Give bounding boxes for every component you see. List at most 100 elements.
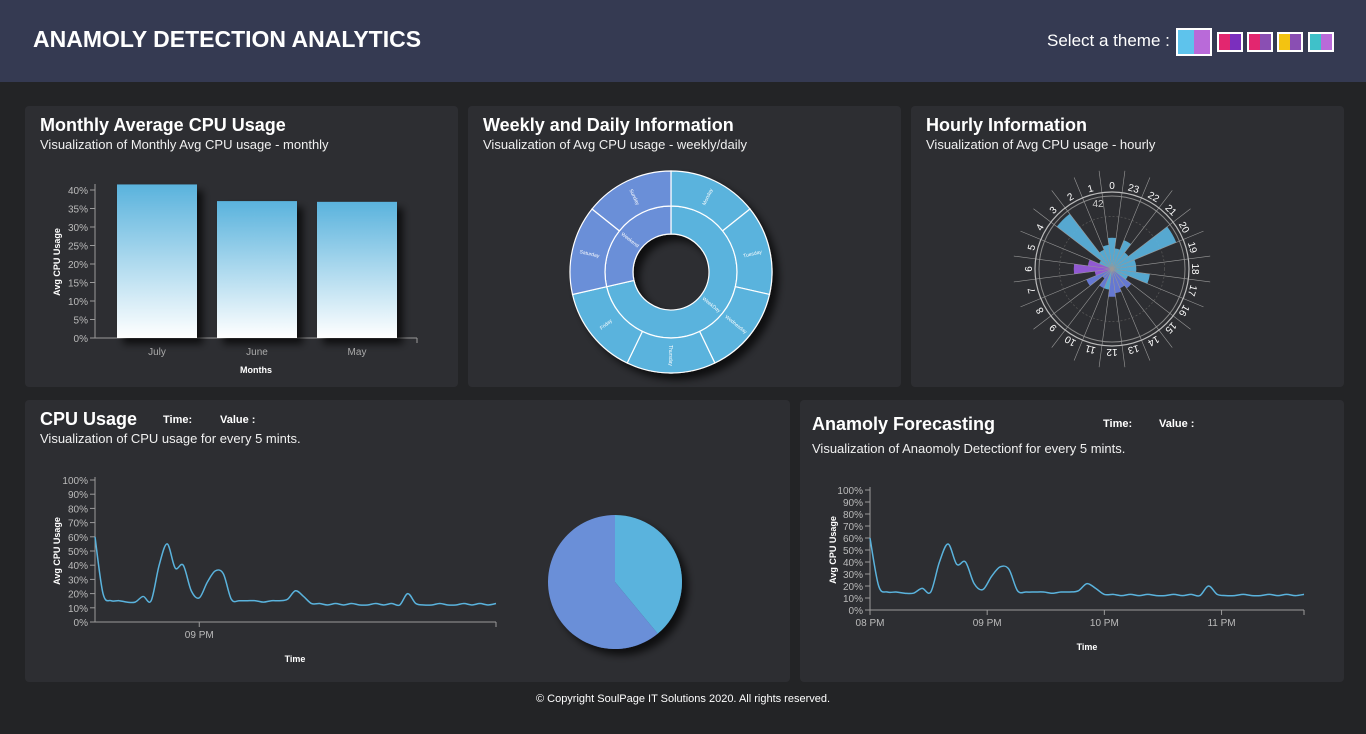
- hour-label: 20: [1176, 220, 1191, 236]
- radial-spoke: [1111, 230, 1204, 270]
- x-tick-label: 11 PM: [1207, 618, 1235, 629]
- footer-copyright: © Copyright SoulPage IT Solutions 2020. …: [535, 693, 831, 705]
- cpu-series-line: [94, 536, 497, 607]
- radial-spoke: [1098, 170, 1113, 270]
- card-subtitle: Visualization of CPU usage for every 5 m…: [40, 431, 301, 446]
- hour-label: 10: [1063, 333, 1079, 348]
- theme-pink-purple-swatch[interactable]: [1217, 32, 1243, 52]
- sunburst-group: WeekDayWeekendMondayTuesdayWednesdayThur…: [569, 170, 773, 374]
- card-title: Weekly and Daily Information: [483, 115, 734, 135]
- hour-label: 15: [1162, 320, 1178, 336]
- y-tick-label: 0%: [849, 606, 864, 617]
- radial-spoke: [1111, 268, 1126, 368]
- radial-grid-circle: [1038, 195, 1186, 343]
- hour-bar-16: [1112, 269, 1129, 280]
- hour-label: 5: [1026, 243, 1038, 252]
- y-tick-label: 30%: [68, 575, 88, 586]
- x-tick-label: June: [246, 347, 268, 358]
- y-axis-label: Avg CPU Usage: [52, 228, 62, 296]
- theme-pink-violet-swatch[interactable]: [1247, 32, 1273, 52]
- y-tick-label: 20%: [68, 590, 88, 601]
- y-tick-label: 0%: [74, 334, 89, 345]
- radial-spoke: [1033, 208, 1113, 270]
- value-readout-label: Value :: [1159, 418, 1195, 430]
- radial-spoke: [1073, 177, 1113, 270]
- hour-label: 21: [1163, 203, 1179, 219]
- card-title: CPU Usage: [40, 409, 138, 429]
- radial-spoke: [1051, 190, 1113, 270]
- radial-spoke: [1111, 268, 1204, 308]
- radial-max-label: 42: [1092, 199, 1104, 210]
- x-tick-label: 08 PM: [856, 618, 885, 629]
- hour-label: 8: [1034, 305, 1047, 316]
- y-tick-label: 25%: [68, 242, 88, 253]
- hour-label: 17: [1185, 284, 1199, 298]
- bar-june: [217, 201, 297, 338]
- theme-label: Select a theme :: [1047, 31, 1170, 50]
- radial-spoke: [1020, 268, 1113, 308]
- card-subtitle: Visualization of Anaomoly Detectionf for…: [812, 441, 1126, 456]
- hour-bar-8: [1086, 269, 1112, 286]
- x-tick-label: May: [348, 347, 367, 358]
- y-tick-label: 10%: [843, 594, 863, 605]
- y-tick-label: 30%: [68, 223, 88, 234]
- hour-bar-22: [1112, 240, 1132, 269]
- hour-label: 0: [1109, 181, 1115, 192]
- y-axis-label: Avg CPU Usage: [828, 516, 838, 584]
- theme-blue-purple-swatch[interactable]: [1176, 28, 1212, 56]
- card-title: Anamoly Forecasting: [812, 414, 996, 434]
- card-subtitle: Visualization of Monthly Avg CPU usage -…: [40, 137, 329, 152]
- sunburst-label: Saturday: [579, 249, 600, 259]
- radial-spoke: [1051, 268, 1113, 348]
- y-tick-label: 100%: [62, 476, 88, 487]
- time-readout-label: Time:: [163, 414, 193, 426]
- y-axis-label: Avg CPU Usage: [52, 517, 62, 585]
- sunburst-label: Tuesday: [743, 249, 763, 259]
- x-axis-label: Time: [285, 654, 306, 664]
- theme-cyan-violet-swatch[interactable]: [1308, 32, 1334, 52]
- radial-spoke: [1111, 268, 1211, 283]
- hour-bar-3: [1056, 213, 1112, 269]
- y-tick-label: 40%: [68, 561, 88, 572]
- hour-label: 7: [1026, 286, 1038, 295]
- radial-spoke: [1098, 268, 1113, 368]
- hour-label: 22: [1146, 190, 1162, 205]
- sunburst-segment-sunday: [591, 170, 672, 232]
- y-tick-label: 90%: [843, 498, 863, 509]
- hour-label: 19: [1185, 241, 1199, 255]
- hour-bar-21: [1112, 252, 1129, 269]
- hour-label: 23: [1127, 183, 1141, 197]
- x-tick-label: 09 PM: [185, 630, 214, 641]
- y-tick-label: 20%: [68, 260, 88, 271]
- radial-spoke: [1111, 208, 1191, 270]
- y-tick-label: 100%: [837, 486, 863, 497]
- hour-label: 6: [1024, 266, 1035, 272]
- hour-label: 13: [1126, 342, 1140, 356]
- radial-spoke: [1111, 255, 1211, 270]
- card-subtitle: Visualization of Avg CPU usage - hourly: [926, 137, 1156, 152]
- radial-spoke: [1111, 268, 1151, 361]
- radial-spoke: [1020, 230, 1113, 270]
- y-tick-label: 0%: [74, 618, 89, 629]
- hour-bar-0: [1107, 237, 1117, 269]
- y-tick-label: 70%: [68, 519, 88, 530]
- radial-grid-inner: [1059, 216, 1165, 322]
- y-tick-label: 35%: [68, 205, 88, 216]
- y-tick-label: 50%: [843, 546, 863, 557]
- radial-spoke: [1013, 255, 1113, 270]
- x-tick-label: 10 PM: [1090, 618, 1119, 629]
- y-tick-label: 90%: [68, 490, 88, 501]
- hour-bar-14: [1112, 269, 1125, 289]
- hour-label: 4: [1034, 222, 1047, 233]
- cpu-series-line: [869, 537, 1305, 597]
- anomaly-forecast-card: Anamoly Forecasting Time: Value : Visual…: [800, 400, 1344, 682]
- app-title: ANAMOLY DETECTION ANALYTICS: [33, 26, 422, 52]
- hour-bar-2: [1099, 249, 1112, 269]
- bar-may: [317, 201, 397, 338]
- hour-label: 1: [1087, 183, 1096, 195]
- theme-yellow-violet-swatch[interactable]: [1277, 32, 1303, 52]
- y-tick-label: 80%: [843, 510, 863, 521]
- sunburst-label: Thursday: [667, 345, 673, 366]
- hour-label: 14: [1145, 333, 1161, 348]
